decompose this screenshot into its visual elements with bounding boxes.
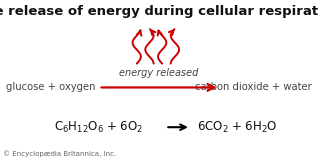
- Text: carbon dioxide + water: carbon dioxide + water: [195, 83, 312, 92]
- Text: 6CO$_2$ + 6H$_2$O: 6CO$_2$ + 6H$_2$O: [197, 120, 278, 135]
- Text: glucose + oxygen: glucose + oxygen: [6, 83, 96, 92]
- Text: The release of energy during cellular respiration: The release of energy during cellular re…: [0, 5, 318, 18]
- Text: C$_6$H$_{12}$O$_6$ + 6O$_2$: C$_6$H$_{12}$O$_6$ + 6O$_2$: [54, 120, 143, 135]
- Text: energy released: energy released: [119, 68, 199, 78]
- Text: © Encyclopædia Britannica, Inc.: © Encyclopædia Britannica, Inc.: [3, 151, 116, 157]
